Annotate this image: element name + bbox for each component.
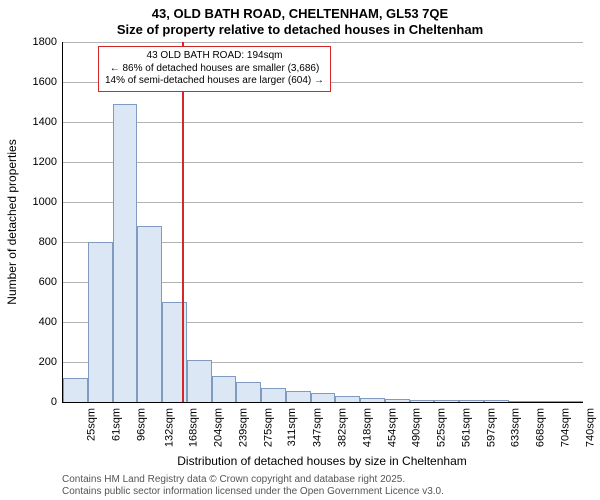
histogram-bar [434, 400, 459, 402]
histogram-bar [88, 242, 113, 402]
y-tick-label: 800 [39, 236, 57, 248]
x-tick-label: 490sqm [411, 408, 423, 447]
histogram-bar [261, 388, 286, 402]
y-tick-label: 1600 [33, 76, 57, 88]
x-tick-label: 740sqm [584, 408, 596, 447]
x-tick-label: 597sqm [485, 408, 497, 447]
x-tick-label: 454sqm [386, 408, 398, 447]
histogram-bar [410, 400, 435, 402]
annotation-box: 43 OLD BATH ROAD: 194sqm← 86% of detache… [98, 46, 331, 92]
x-tick-label: 168sqm [188, 408, 200, 447]
histogram-bar [113, 104, 138, 402]
x-tick-label: 61sqm [111, 408, 123, 441]
x-tick-label: 525sqm [436, 408, 448, 447]
chart-title-1: 43, OLD BATH ROAD, CHELTENHAM, GL53 7QE [0, 6, 600, 22]
x-tick-label: 347sqm [312, 408, 324, 447]
gridline [63, 162, 583, 163]
x-tick-label: 96sqm [135, 408, 147, 441]
chart-container: 43, OLD BATH ROAD, CHELTENHAM, GL53 7QE … [0, 0, 600, 500]
x-tick-label: 25sqm [86, 408, 98, 441]
x-tick-label: 239sqm [238, 408, 250, 447]
y-tick-label: 0 [51, 396, 57, 408]
histogram-bar [137, 226, 162, 402]
histogram-bar [63, 378, 88, 402]
x-tick-label: 633sqm [510, 408, 522, 447]
x-tick-label: 561sqm [460, 408, 472, 447]
x-axis-label: Distribution of detached houses by size … [62, 454, 582, 468]
y-tick-label: 1000 [33, 196, 57, 208]
histogram-bar [533, 401, 558, 402]
plot-area: 02004006008001000120014001600180025sqm61… [62, 42, 583, 403]
y-tick-label: 600 [39, 276, 57, 288]
x-tick-label: 132sqm [163, 408, 175, 447]
x-tick-label: 275sqm [262, 408, 274, 447]
y-tick-label: 200 [39, 356, 57, 368]
chart-title-2: Size of property relative to detached ho… [0, 22, 600, 38]
y-axis-label: Number of detached properties [5, 139, 19, 304]
footer-copyright-1: Contains HM Land Registry data © Crown c… [62, 474, 405, 485]
histogram-bar [459, 400, 484, 402]
y-tick-label: 1800 [33, 36, 57, 48]
annotation-title: 43 OLD BATH ROAD: 194sqm [105, 50, 324, 63]
gridline [63, 42, 583, 43]
histogram-bar [236, 382, 261, 402]
x-tick-label: 704sqm [559, 408, 571, 447]
y-tick-label: 400 [39, 316, 57, 328]
histogram-bar [212, 376, 237, 402]
x-tick-label: 204sqm [213, 408, 225, 447]
title-block: 43, OLD BATH ROAD, CHELTENHAM, GL53 7QE … [0, 0, 600, 37]
annotation-line2: 14% of semi-detached houses are larger (… [105, 75, 324, 88]
reference-line [182, 42, 184, 402]
histogram-bar [360, 398, 385, 402]
x-tick-label: 418sqm [361, 408, 373, 447]
x-tick-label: 668sqm [535, 408, 547, 447]
x-tick-label: 382sqm [337, 408, 349, 447]
histogram-bar [311, 393, 336, 402]
gridline [63, 122, 583, 123]
footer-copyright-2: Contains public sector information licen… [62, 486, 444, 497]
y-tick-label: 1400 [33, 116, 57, 128]
y-tick-label: 1200 [33, 156, 57, 168]
annotation-line1: ← 86% of detached houses are smaller (3,… [105, 63, 324, 76]
histogram-bar [558, 401, 583, 402]
histogram-bar [335, 396, 360, 402]
histogram-bar [385, 399, 410, 402]
gridline [63, 202, 583, 203]
x-tick-label: 311sqm [287, 408, 299, 446]
histogram-bar [286, 391, 311, 402]
histogram-bar [484, 400, 509, 402]
histogram-bar [509, 401, 534, 402]
histogram-bar [187, 360, 212, 402]
